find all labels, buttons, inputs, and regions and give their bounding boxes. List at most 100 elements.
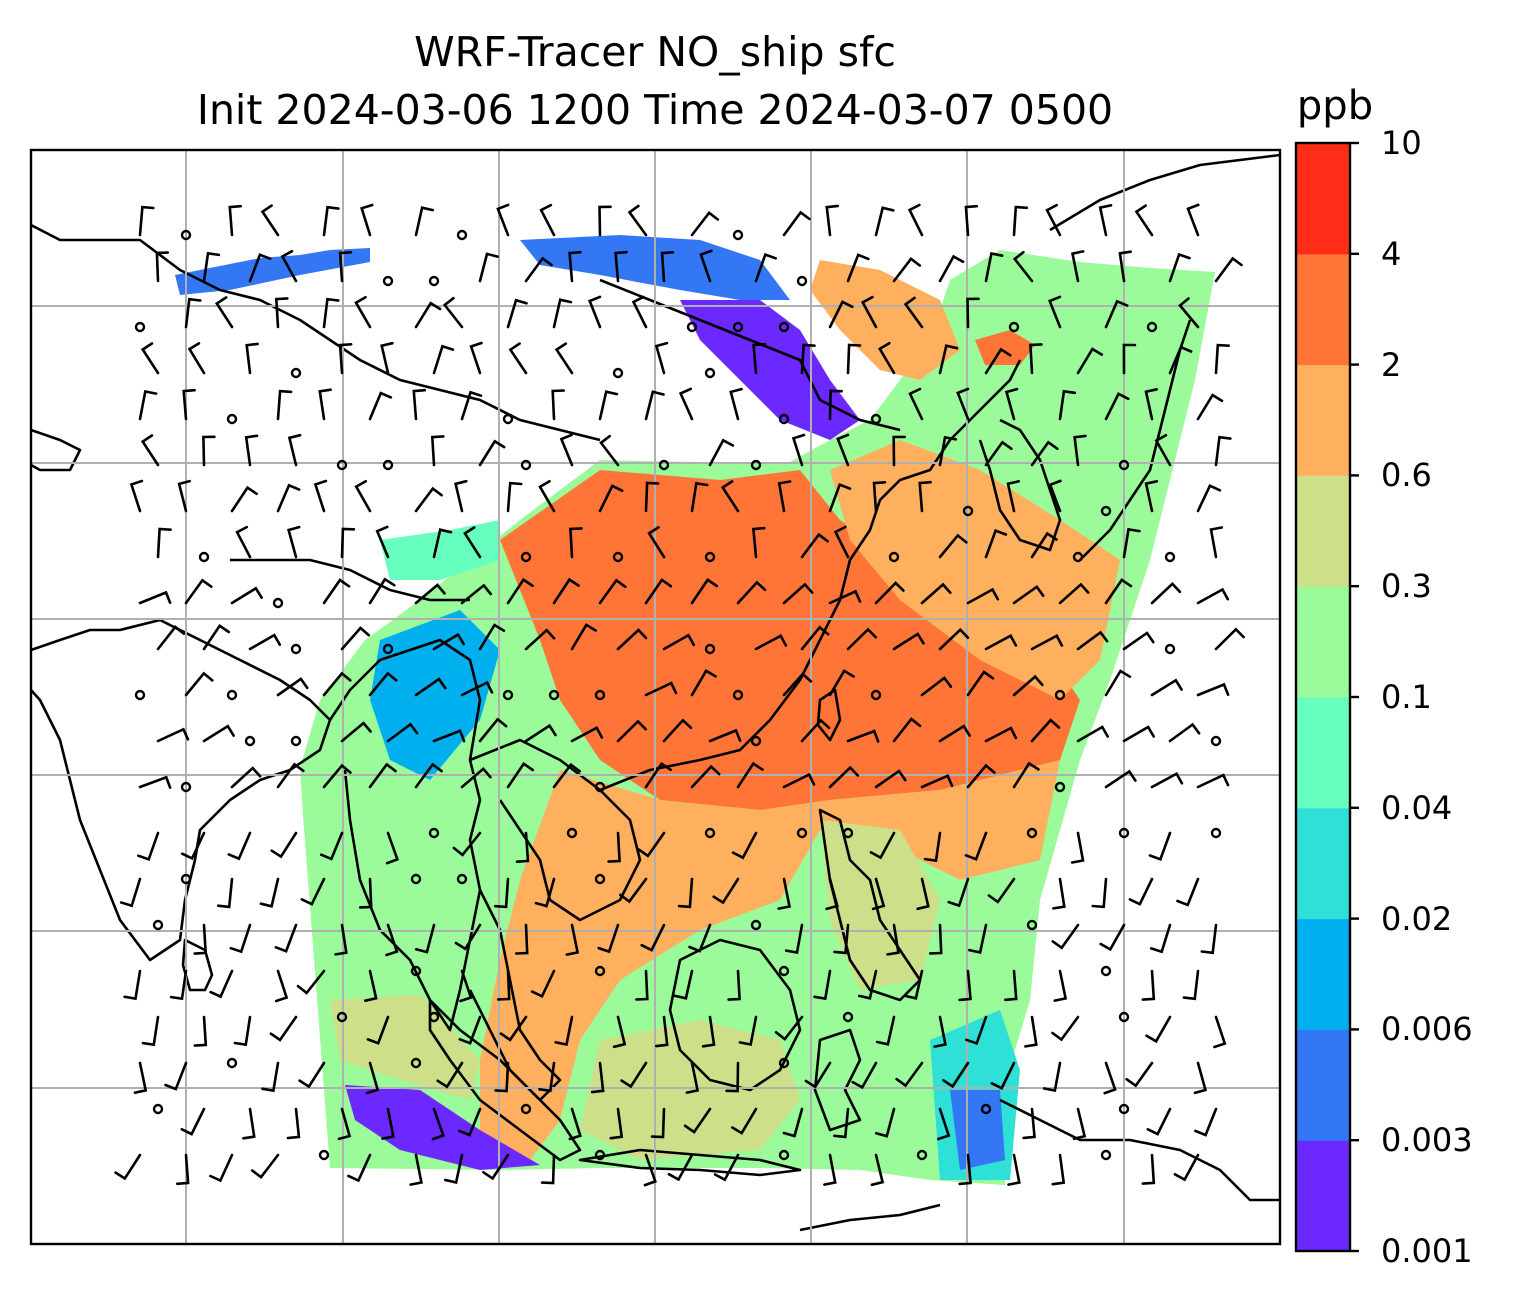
wind-barb bbox=[874, 769, 907, 789]
wind-barb bbox=[825, 877, 839, 911]
field-region-north-china bbox=[830, 440, 1120, 700]
wind-barb bbox=[1122, 725, 1155, 743]
calm-wind-marker bbox=[180, 781, 192, 793]
wind-barb bbox=[828, 389, 843, 421]
wind-barb bbox=[482, 1153, 510, 1181]
wind-barb bbox=[1012, 674, 1044, 697]
wind-barb bbox=[414, 301, 442, 329]
wind-barb bbox=[209, 1153, 234, 1183]
wind-barb bbox=[242, 1107, 256, 1140]
wind-barb bbox=[857, 969, 878, 1000]
calm-wind-marker bbox=[594, 781, 606, 793]
calm-wind-marker bbox=[456, 229, 468, 241]
wind-barb bbox=[607, 831, 621, 863]
wind-barb bbox=[322, 763, 352, 789]
wind-barb bbox=[155, 251, 170, 283]
coastline-borneo bbox=[668, 938, 802, 1092]
wind-barb bbox=[494, 1061, 510, 1093]
wind-barb bbox=[286, 1107, 301, 1140]
wind-barb bbox=[524, 723, 557, 743]
field-region-andaman bbox=[345, 1085, 540, 1170]
wind-barb bbox=[836, 433, 850, 467]
wind-barb bbox=[1150, 678, 1183, 697]
calm-wind-marker bbox=[1008, 321, 1020, 333]
calm-wind-marker bbox=[244, 735, 256, 747]
wind-barb bbox=[644, 481, 660, 513]
calm-wind-marker bbox=[226, 689, 238, 701]
calm-wind-marker bbox=[410, 1057, 422, 1069]
calm-wind-marker bbox=[318, 1149, 330, 1161]
wind-barb bbox=[460, 766, 492, 789]
wind-barb bbox=[1178, 297, 1200, 329]
wind-barb bbox=[1058, 389, 1077, 421]
wind-barb bbox=[800, 718, 831, 743]
calm-wind-marker bbox=[1118, 1011, 1130, 1023]
wind-barb bbox=[319, 831, 344, 861]
wind-barb bbox=[825, 204, 840, 237]
wind-barb bbox=[460, 583, 492, 605]
wind-barb bbox=[554, 342, 574, 375]
wind-barb bbox=[358, 877, 373, 909]
calm-wind-marker bbox=[336, 459, 348, 471]
colorbar-band bbox=[1296, 1029, 1350, 1141]
wind-barb bbox=[620, 1061, 648, 1089]
calm-wind-marker bbox=[502, 413, 514, 425]
wind-barb bbox=[138, 205, 155, 237]
wind-barb bbox=[463, 526, 482, 559]
wind-barb bbox=[499, 1015, 528, 1042]
wind-barb bbox=[823, 1153, 837, 1186]
field-region-south-china-sea bbox=[480, 760, 1060, 1160]
calm-wind-marker bbox=[1072, 551, 1084, 563]
wind-barb bbox=[782, 672, 813, 697]
calm-wind-marker bbox=[778, 413, 790, 425]
wind-barb bbox=[903, 969, 924, 1000]
colorbar-unit-label: ppb bbox=[1296, 83, 1374, 129]
wind-barb bbox=[180, 1107, 206, 1136]
wind-barb bbox=[478, 623, 506, 651]
wind-barb bbox=[886, 923, 900, 956]
wind-barb bbox=[619, 877, 648, 904]
wind-barb bbox=[340, 721, 372, 743]
wind-barb bbox=[640, 923, 666, 952]
calm-wind-marker bbox=[594, 965, 606, 977]
wind-barb bbox=[754, 634, 788, 651]
wind-barb bbox=[300, 877, 326, 906]
wind-barbs bbox=[114, 203, 1245, 1187]
calm-wind-marker bbox=[594, 1149, 606, 1161]
wind-barb bbox=[1058, 582, 1090, 605]
wind-barb bbox=[966, 587, 1000, 605]
wind-barb bbox=[354, 479, 372, 513]
wind-barb bbox=[385, 831, 400, 865]
wind-barb bbox=[1168, 722, 1201, 743]
wind-barb bbox=[701, 1015, 716, 1048]
calm-wind-marker bbox=[842, 827, 854, 839]
wind-barb bbox=[1104, 769, 1137, 789]
wind-barb bbox=[784, 923, 804, 955]
wind-barb bbox=[751, 526, 766, 559]
wind-barb bbox=[432, 632, 465, 651]
wind-barb bbox=[690, 577, 719, 605]
wind-barb bbox=[908, 387, 924, 421]
calm-wind-marker bbox=[566, 827, 578, 839]
wind-barb bbox=[725, 1061, 740, 1093]
wind-barb bbox=[386, 722, 419, 743]
wind-barb bbox=[782, 1107, 804, 1138]
colorbar-tick-label: 0.006 bbox=[1381, 1010, 1473, 1049]
wind-barb bbox=[1051, 1015, 1080, 1042]
wind-barb bbox=[713, 1153, 740, 1182]
wind-barb bbox=[1141, 1153, 1156, 1185]
wind-barb bbox=[872, 481, 887, 513]
wind-barb bbox=[552, 762, 581, 789]
field-region-mongolia-low bbox=[680, 300, 860, 440]
map-plot-area bbox=[31, 150, 1280, 1244]
calm-wind-marker bbox=[962, 505, 974, 517]
calm-wind-marker bbox=[612, 367, 624, 379]
wind-barb bbox=[1182, 969, 1200, 1001]
calm-wind-marker bbox=[1210, 827, 1222, 839]
wind-barb bbox=[731, 1107, 758, 1135]
wind-barb bbox=[138, 590, 172, 605]
wind-barb bbox=[846, 729, 880, 743]
wind-barb bbox=[1173, 1153, 1200, 1182]
calm-wind-marker bbox=[1164, 551, 1176, 563]
